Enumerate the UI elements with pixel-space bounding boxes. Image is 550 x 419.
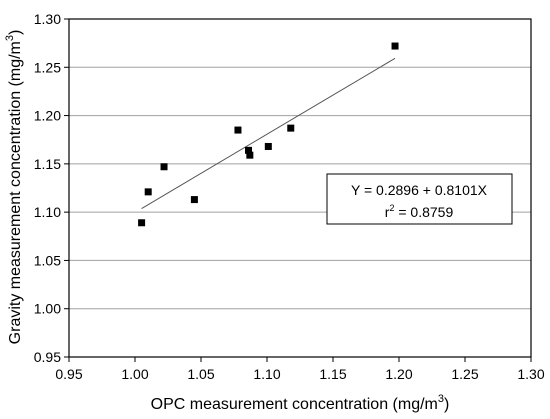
grid-layer [69,66,531,310]
x-tick-label-7: 1.30 [517,366,544,382]
axis-layer: 0.95 1.00 1.05 1.10 1.15 1.20 1.25 1.30 0.95 1.00… [34,11,545,382]
plot-frame [68,18,532,358]
data-point-3 [190,196,198,204]
regression-legend-box: Y = 0.2896 + 0.8101X r2 = 0.8759 [326,173,513,225]
y-tick-label-6: 1.25 [34,59,61,75]
data-point-8 [287,124,295,132]
data-point-5 [245,146,253,154]
y-axis-title: Gravity measurement concentration (mg/m3… [4,30,24,345]
x-tick-label-1: 1.00 [121,366,148,382]
y-tick-label-3: 1.10 [34,204,61,220]
regression-line [141,57,396,209]
fit-layer [141,57,396,209]
data-point-0 [138,219,146,227]
x-tick-label-6: 1.25 [451,366,478,382]
data-point-2 [160,163,168,171]
y-tick-label-1: 1.00 [34,301,61,317]
data-point-6 [246,151,254,159]
y-tick-label-2: 1.05 [34,252,61,268]
data-point-1 [144,188,152,196]
x-tick-label-3: 1.10 [253,366,280,382]
data-point-7 [264,142,272,150]
y-tick-label-5: 1.20 [34,108,61,124]
x-tick-label-0: 0.95 [55,366,82,382]
regression-equation: Y = 0.2896 + 0.8101X [351,182,488,198]
data-point-9 [391,42,399,50]
r-squared-label: r2 = 0.8759 [385,203,454,220]
x-axis-title: OPC measurement concentration (mg/m3) [151,393,450,413]
x-tick-label-4: 1.15 [319,366,346,382]
y-tick-label-7: 1.30 [34,11,61,27]
x-tick-label-2: 1.05 [187,366,214,382]
y-tick-label-4: 1.15 [34,156,61,172]
y-tick-label-0: 0.95 [34,349,61,365]
data-point-4 [234,126,242,134]
regression-legend-frame [326,173,513,225]
x-tick-label-5: 1.20 [385,366,412,382]
point-layer [138,42,399,227]
